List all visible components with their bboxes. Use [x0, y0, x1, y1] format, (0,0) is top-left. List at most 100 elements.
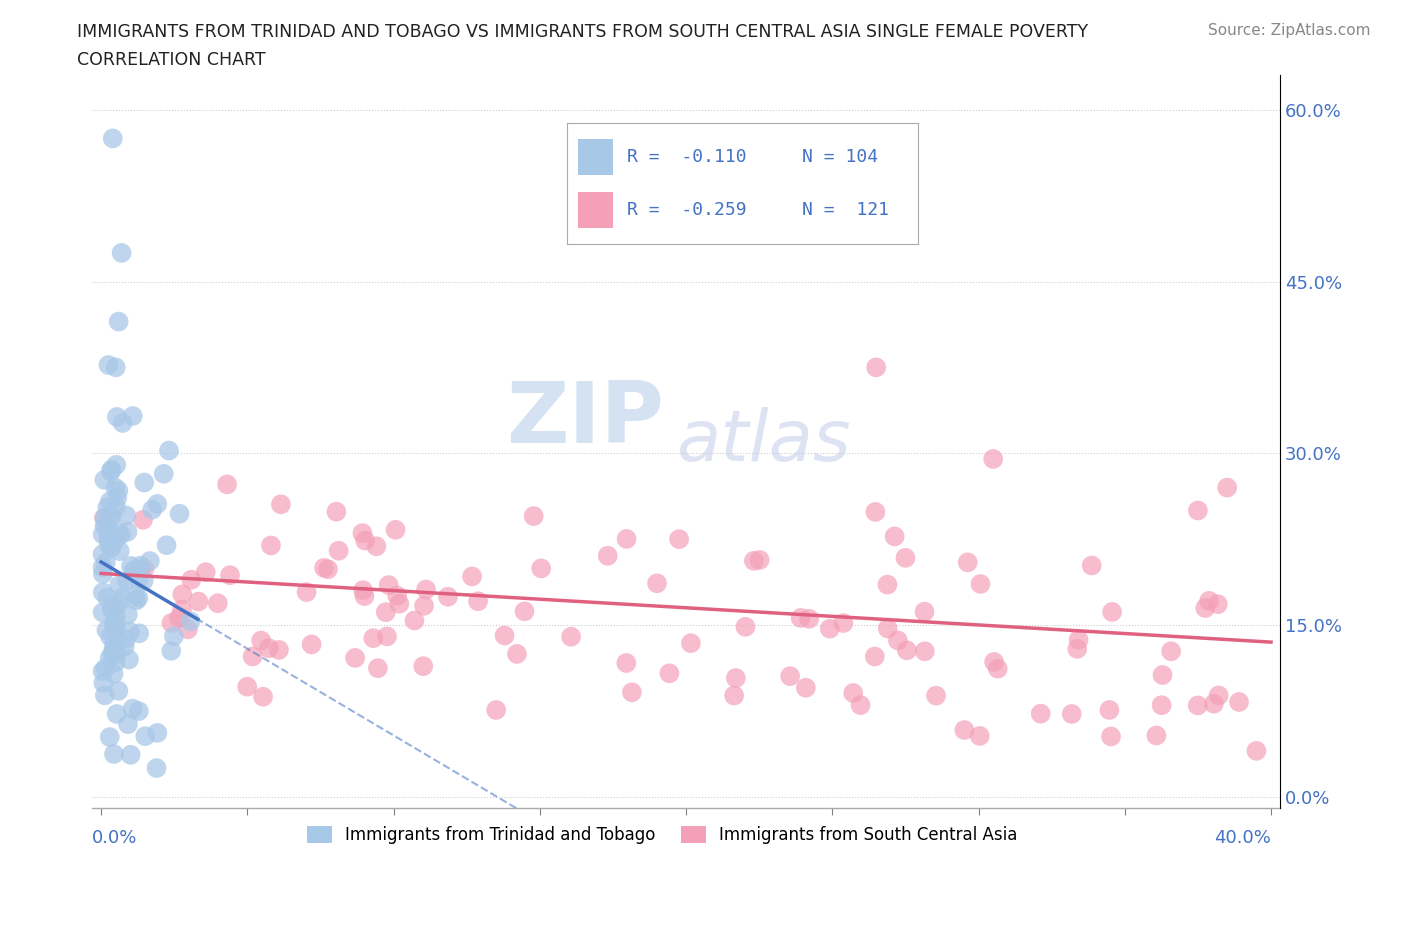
- Point: [91, 547, 114, 562]
- Point: [1227, 695, 1250, 710]
- Point: [876, 578, 898, 592]
- Point: [141, 502, 163, 517]
- Point: [1206, 597, 1229, 612]
- Point: [115, 574, 138, 589]
- Point: [111, 591, 134, 605]
- Point: [415, 582, 437, 597]
- Point: [983, 655, 1005, 670]
- Point: [91, 566, 114, 581]
- Point: [981, 451, 1004, 466]
- Point: [374, 604, 396, 619]
- Point: [377, 578, 399, 592]
- Point: [295, 585, 318, 600]
- Point: [157, 443, 180, 458]
- Point: [596, 549, 619, 564]
- Point: [461, 569, 484, 584]
- Point: [97, 358, 120, 373]
- Point: [797, 611, 820, 626]
- Point: [1160, 644, 1182, 658]
- Point: [125, 593, 148, 608]
- Point: [177, 622, 200, 637]
- Point: [91, 664, 114, 679]
- Point: [115, 631, 138, 646]
- Point: [180, 572, 202, 587]
- Point: [139, 553, 162, 568]
- Point: [723, 688, 745, 703]
- Point: [146, 725, 169, 740]
- Point: [120, 559, 142, 574]
- Point: [117, 525, 139, 539]
- Point: [863, 649, 886, 664]
- Point: [1066, 642, 1088, 657]
- Point: [93, 511, 115, 525]
- Point: [367, 660, 389, 675]
- Point: [129, 558, 152, 573]
- Point: [865, 360, 887, 375]
- Point: [361, 631, 384, 645]
- Point: [108, 578, 131, 592]
- Point: [97, 532, 120, 547]
- Point: [832, 616, 855, 631]
- Point: [94, 688, 117, 703]
- Point: [614, 656, 637, 671]
- Point: [865, 504, 887, 519]
- Point: [118, 624, 141, 639]
- Point: [98, 512, 121, 526]
- Point: [104, 620, 127, 635]
- Point: [94, 555, 117, 570]
- Point: [134, 729, 156, 744]
- Point: [172, 587, 194, 602]
- Point: [506, 646, 529, 661]
- Point: [96, 519, 118, 534]
- Point: [485, 702, 508, 717]
- Point: [93, 472, 115, 487]
- Point: [128, 626, 150, 641]
- Point: [616, 532, 638, 547]
- Point: [679, 636, 702, 651]
- Point: [100, 508, 122, 523]
- Point: [101, 646, 124, 661]
- Text: 0.0%: 0.0%: [93, 829, 138, 846]
- Point: [794, 681, 817, 696]
- Text: atlas: atlas: [676, 407, 851, 476]
- Point: [96, 591, 118, 605]
- Point: [523, 509, 546, 524]
- Point: [1101, 604, 1123, 619]
- Point: [1187, 698, 1209, 712]
- Point: [375, 629, 398, 644]
- Point: [1208, 688, 1230, 703]
- Point: [104, 599, 127, 614]
- Point: [101, 600, 124, 615]
- Point: [163, 629, 186, 644]
- Point: [98, 494, 121, 509]
- Point: [1067, 632, 1090, 647]
- Point: [101, 131, 124, 146]
- Point: [366, 538, 388, 553]
- Text: Source: ZipAtlas.com: Source: ZipAtlas.com: [1208, 23, 1371, 38]
- Text: 40.0%: 40.0%: [1215, 829, 1271, 846]
- Point: [93, 511, 115, 525]
- Point: [114, 639, 136, 654]
- Point: [1152, 668, 1174, 683]
- Point: [105, 631, 128, 646]
- Point: [98, 730, 121, 745]
- Point: [127, 571, 149, 586]
- Point: [312, 561, 335, 576]
- Point: [1194, 601, 1216, 616]
- Point: [734, 619, 756, 634]
- Point: [115, 508, 138, 523]
- Point: [896, 643, 918, 658]
- Point: [107, 525, 129, 540]
- Text: CORRELATION CHART: CORRELATION CHART: [77, 51, 266, 69]
- Point: [167, 610, 190, 625]
- Point: [169, 506, 191, 521]
- Point: [105, 458, 128, 472]
- Point: [748, 552, 770, 567]
- Point: [170, 602, 193, 617]
- Point: [120, 748, 142, 763]
- Point: [91, 527, 114, 542]
- Point: [105, 707, 128, 722]
- Point: [134, 475, 156, 490]
- Point: [849, 698, 872, 712]
- Point: [385, 589, 408, 604]
